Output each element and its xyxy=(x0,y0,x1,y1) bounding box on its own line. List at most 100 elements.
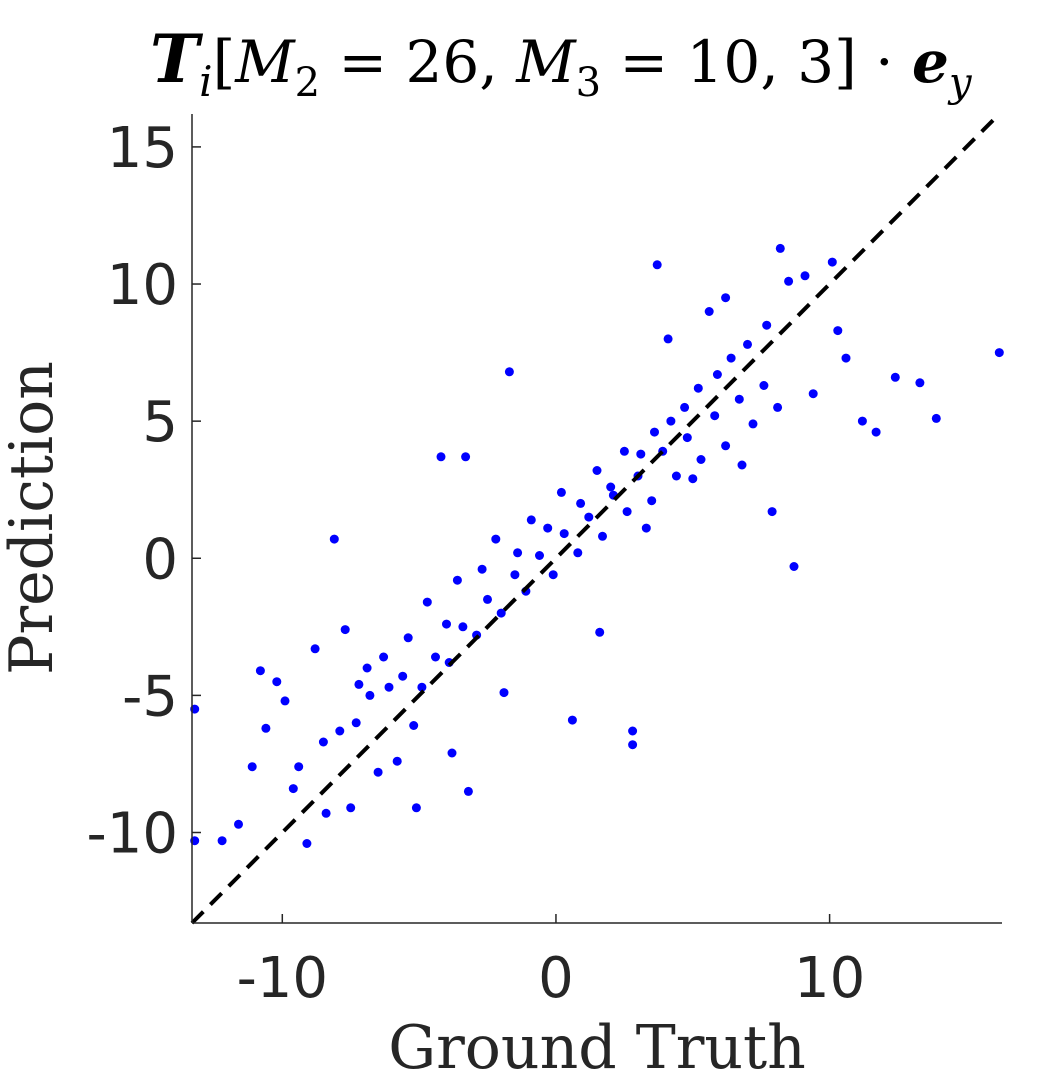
data-point xyxy=(384,682,394,692)
data-point xyxy=(606,482,616,492)
data-point xyxy=(595,627,605,637)
y-tick-label: -10 xyxy=(87,802,178,867)
y-tick-label: 5 xyxy=(142,390,178,455)
data-point xyxy=(392,756,402,766)
data-point xyxy=(628,740,638,750)
data-point xyxy=(808,389,818,399)
data-point xyxy=(743,339,752,349)
data-point xyxy=(737,460,747,470)
data-point xyxy=(931,413,941,423)
data-point xyxy=(403,633,413,643)
data-point xyxy=(499,688,509,698)
data-point xyxy=(302,839,312,848)
data-point xyxy=(559,529,569,539)
data-point xyxy=(365,690,375,700)
data-point xyxy=(543,523,553,533)
data-point xyxy=(409,721,419,730)
reference-line-group xyxy=(190,112,1001,925)
data-point xyxy=(726,353,736,363)
data-point xyxy=(447,748,457,758)
x-tick-label: 0 xyxy=(538,946,574,1011)
data-point xyxy=(857,416,867,426)
data-point xyxy=(431,652,440,662)
data-point xyxy=(458,622,468,632)
data-point xyxy=(351,718,361,728)
y-tick-label: -5 xyxy=(122,664,178,729)
data-point xyxy=(598,531,607,541)
data-point xyxy=(417,682,427,692)
data-point xyxy=(721,293,731,303)
data-point xyxy=(556,487,566,497)
data-point xyxy=(800,271,810,281)
data-point xyxy=(294,762,304,772)
data-point xyxy=(767,507,777,517)
data-point xyxy=(461,452,471,462)
data-point xyxy=(491,534,501,544)
data-point xyxy=(354,679,364,689)
data-point xyxy=(504,367,514,377)
data-point xyxy=(272,677,282,687)
data-point xyxy=(573,548,583,558)
data-point xyxy=(329,534,339,544)
data-point xyxy=(663,334,673,344)
data-point xyxy=(841,353,851,363)
data-point xyxy=(362,663,372,673)
data-point xyxy=(288,784,298,794)
data-point xyxy=(622,507,632,517)
data-point xyxy=(452,575,462,585)
axes xyxy=(191,114,1002,924)
data-point xyxy=(688,474,698,484)
data-point xyxy=(680,402,690,412)
data-point xyxy=(234,819,243,829)
data-point xyxy=(513,548,523,558)
data-point xyxy=(871,427,881,437)
data-point xyxy=(255,666,265,676)
data-point xyxy=(671,471,681,481)
data-point xyxy=(373,767,383,777)
data-point xyxy=(592,466,602,475)
data-point xyxy=(335,726,345,736)
data-point xyxy=(310,644,320,654)
data-point xyxy=(535,551,544,560)
data-point xyxy=(704,307,714,316)
data-point xyxy=(280,696,290,706)
data-point xyxy=(483,594,492,604)
data-point xyxy=(318,737,328,747)
data-point xyxy=(696,455,706,464)
data-point xyxy=(436,452,446,462)
data-point xyxy=(261,723,271,733)
data-point xyxy=(247,762,257,772)
data-point xyxy=(619,446,629,456)
data-point xyxy=(915,378,925,388)
data-point xyxy=(567,715,577,725)
data-point xyxy=(773,402,783,412)
x-axis-label: Ground Truth xyxy=(388,1013,806,1081)
data-point xyxy=(833,326,843,336)
data-point xyxy=(477,564,487,574)
data-point xyxy=(411,803,421,813)
data-point xyxy=(548,570,558,580)
data-point xyxy=(784,276,794,286)
data-point xyxy=(734,394,744,404)
data-point xyxy=(496,608,506,618)
data-point xyxy=(789,562,799,571)
data-point xyxy=(775,243,785,253)
reference-line xyxy=(190,112,1001,925)
data-point xyxy=(379,652,389,662)
data-point xyxy=(682,433,692,443)
data-point xyxy=(666,416,676,426)
data-point xyxy=(693,383,703,393)
data-point xyxy=(652,260,662,270)
data-points xyxy=(190,243,1004,848)
data-point xyxy=(710,411,720,421)
data-point xyxy=(994,348,1004,358)
y-tick-label: 0 xyxy=(142,527,178,592)
data-point xyxy=(712,370,722,379)
data-point xyxy=(890,372,900,382)
data-point xyxy=(321,808,331,818)
data-point xyxy=(217,836,227,846)
data-point xyxy=(636,449,646,459)
y-axis-label: Prediction xyxy=(0,361,67,675)
data-point xyxy=(340,625,350,635)
